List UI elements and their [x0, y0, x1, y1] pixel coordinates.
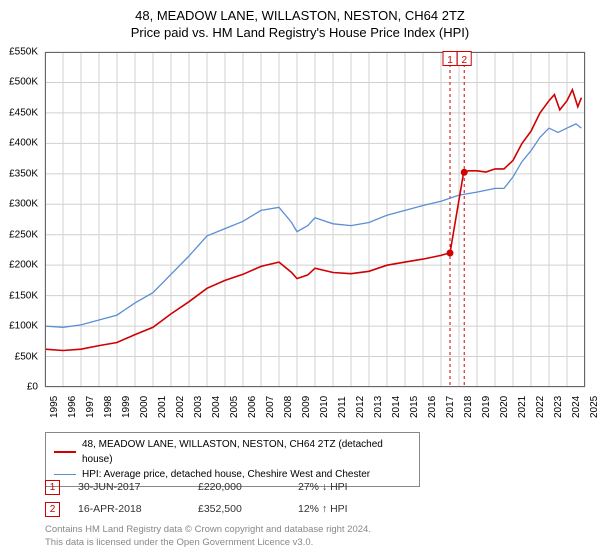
x-tick-label: 2011: [337, 396, 348, 418]
y-tick-label: £550K: [9, 47, 38, 58]
x-tick-label: 2016: [427, 396, 438, 418]
y-axis-labels: £0 £50K £100K £150K £200K £250K £300K £350K £400…: [0, 46, 42, 391]
footnote-line-2: This data is licensed under the Open Gov…: [45, 537, 371, 550]
x-tick-label: 2022: [535, 396, 546, 418]
x-tick-label: 2008: [283, 396, 294, 418]
title-line-2: Price paid vs. HM Land Registry's House …: [0, 25, 600, 40]
x-axis-labels: 1995 1996 1997 1998 1999 2000 2001 2002 2003 2004…: [45, 390, 585, 430]
y-tick-label: £500K: [9, 77, 38, 88]
y-tick-label: £350K: [9, 168, 38, 179]
sale-price: £220,000: [198, 481, 298, 493]
legend-label: 48, MEADOW LANE, WILLASTON, NESTON, CH64…: [82, 437, 411, 467]
title-line-1: 48, MEADOW LANE, WILLASTON, NESTON, CH64…: [0, 8, 600, 23]
svg-text:1: 1: [447, 55, 453, 66]
x-tick-label: 2012: [355, 396, 366, 418]
y-tick-label: £300K: [9, 199, 38, 210]
legend-item: 48, MEADOW LANE, WILLASTON, NESTON, CH64…: [54, 437, 411, 467]
sale-diff: 12% ↑ HPI: [298, 503, 398, 515]
x-tick-label: 2019: [481, 396, 492, 418]
x-tick-label: 2003: [193, 396, 204, 418]
x-tick-label: 2001: [157, 396, 168, 418]
legend-swatch: [54, 474, 76, 475]
legend-swatch: [54, 451, 76, 453]
y-tick-label: £250K: [9, 229, 38, 240]
chart-figure: 48, MEADOW LANE, WILLASTON, NESTON, CH64…: [0, 0, 600, 560]
x-tick-label: 2002: [175, 396, 186, 418]
x-tick-label: 2025: [589, 396, 600, 418]
x-tick-label: 2007: [265, 396, 276, 418]
x-tick-label: 2023: [553, 396, 564, 418]
x-tick-label: 2013: [373, 396, 384, 418]
sale-event-row: 1 30-JUN-2017 £220,000 27% ↓ HPI: [45, 476, 398, 498]
y-tick-label: £0: [27, 382, 38, 393]
x-tick-label: 1997: [85, 396, 96, 418]
x-tick-label: 2018: [463, 396, 474, 418]
plot-area: 12: [45, 52, 585, 387]
sale-marker-box: 1: [45, 480, 60, 495]
plot-svg: 12: [45, 52, 585, 387]
y-tick-label: £200K: [9, 260, 38, 271]
x-tick-label: 2006: [247, 396, 258, 418]
sale-date: 16-APR-2018: [78, 503, 198, 515]
sale-diff: 27% ↓ HPI: [298, 481, 398, 493]
sale-marker-box: 2: [45, 502, 60, 517]
y-tick-label: £400K: [9, 138, 38, 149]
sale-events: 1 30-JUN-2017 £220,000 27% ↓ HPI 2 16-AP…: [45, 476, 398, 520]
sale-event-row: 2 16-APR-2018 £352,500 12% ↑ HPI: [45, 498, 398, 520]
x-tick-label: 2000: [139, 396, 150, 418]
footnote: Contains HM Land Registry data © Crown c…: [45, 524, 371, 550]
y-tick-label: £50K: [15, 351, 38, 362]
sale-date: 30-JUN-2017: [78, 481, 198, 493]
x-tick-label: 2015: [409, 396, 420, 418]
x-tick-label: 2005: [229, 396, 240, 418]
x-tick-label: 2004: [211, 396, 222, 418]
x-tick-label: 2020: [499, 396, 510, 418]
footnote-line-1: Contains HM Land Registry data © Crown c…: [45, 524, 371, 537]
x-tick-label: 2021: [517, 396, 528, 418]
x-tick-label: 2014: [391, 396, 402, 418]
x-tick-label: 1998: [103, 396, 114, 418]
x-tick-label: 1995: [49, 396, 60, 418]
x-tick-label: 1996: [67, 396, 78, 418]
x-tick-label: 2017: [445, 396, 456, 418]
x-tick-label: 2009: [301, 396, 312, 418]
title-block: 48, MEADOW LANE, WILLASTON, NESTON, CH64…: [0, 0, 600, 40]
y-tick-label: £450K: [9, 107, 38, 118]
svg-text:2: 2: [461, 55, 467, 66]
x-tick-label: 2024: [571, 396, 582, 418]
sale-price: £352,500: [198, 503, 298, 515]
x-tick-label: 1999: [121, 396, 132, 418]
y-tick-label: £100K: [9, 321, 38, 332]
x-tick-label: 2010: [319, 396, 330, 418]
y-tick-label: £150K: [9, 290, 38, 301]
